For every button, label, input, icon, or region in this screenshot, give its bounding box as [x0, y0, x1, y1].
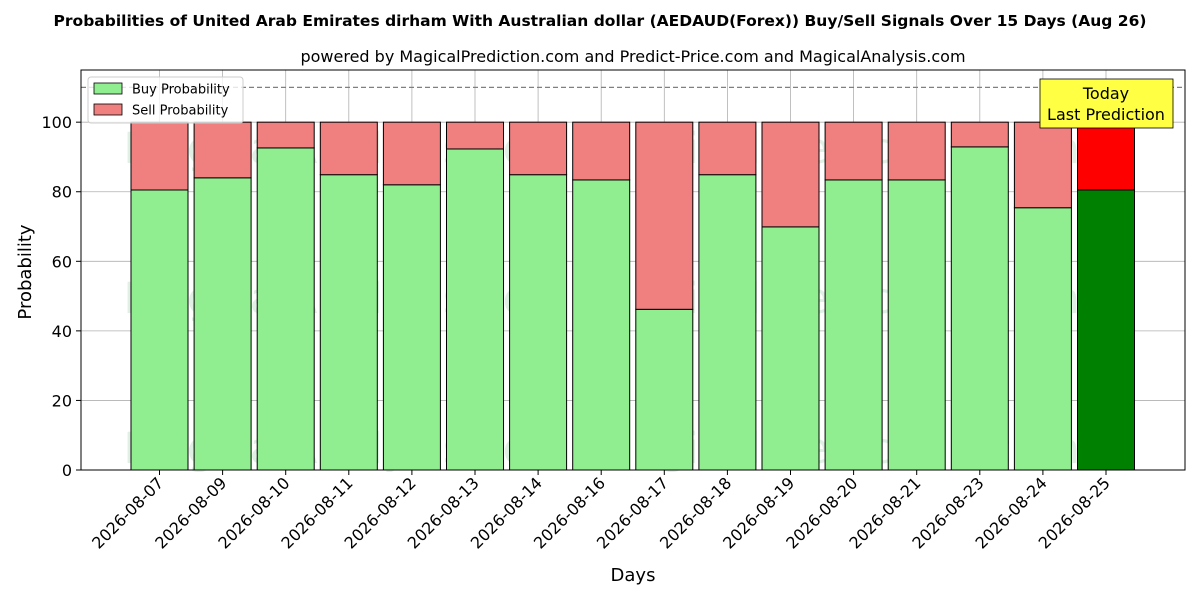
buy-bar: [572, 179, 631, 471]
sell-bar: [509, 121, 568, 176]
sell-bar: [950, 121, 1009, 148]
sell-bar: [382, 121, 441, 186]
sell-bar: [319, 121, 378, 176]
sell-bar: [256, 121, 315, 149]
today-annotation: Today Last Prediction: [1039, 78, 1174, 129]
sell-bar: [635, 121, 694, 310]
annotation-line-1: Today: [1082, 84, 1129, 103]
buy-bar: [382, 184, 441, 471]
sell-bar: [761, 121, 820, 228]
chart-title: Probabilities of United Arab Emirates di…: [54, 12, 1147, 30]
buy-bar: [1077, 189, 1135, 471]
buy-bar: [761, 226, 820, 471]
sell-bar: [698, 121, 757, 176]
plot-frame: [80, 69, 1186, 471]
buy-bar: [950, 146, 1009, 471]
sell-bar: [193, 121, 252, 179]
legend: Buy Probability Sell Probability: [87, 76, 244, 124]
buy-bar: [130, 189, 189, 471]
y-tick-label: 100: [41, 113, 72, 132]
x-axis-label: Days: [611, 565, 656, 586]
sell-bar: [824, 121, 883, 181]
buy-bar: [698, 174, 757, 471]
sell-bar: [1013, 121, 1072, 209]
y-tick-label: 80: [52, 183, 72, 202]
annotation-line-2: Last Prediction: [1047, 105, 1165, 124]
legend-label-sell: Sell Probability: [132, 104, 229, 119]
buy-bar: [193, 177, 252, 471]
buy-bar: [446, 148, 504, 471]
buy-bar: [256, 147, 315, 471]
legend-swatch-sell: [93, 103, 123, 116]
bars: [130, 121, 1135, 471]
y-axis-label: Probability: [15, 224, 36, 319]
buy-bar: [887, 179, 946, 471]
sell-bar: [887, 121, 946, 181]
buy-bar: [824, 179, 883, 471]
y-tick-label: 60: [52, 252, 72, 271]
sell-bar: [130, 121, 189, 191]
legend-label-buy: Buy Probability: [132, 83, 230, 98]
legend-swatch-buy: [93, 82, 123, 95]
chart-subtitle: powered by MagicalPrediction.com and Pre…: [300, 47, 965, 66]
sell-bar: [572, 121, 631, 181]
buy-bar: [509, 174, 568, 471]
buy-bar: [635, 308, 694, 471]
sell-bar: [446, 121, 504, 150]
annotation-box: [1039, 78, 1174, 129]
buy-bar: [319, 174, 378, 471]
y-tick-label: 0: [62, 461, 72, 480]
buy-bar: [1013, 207, 1072, 471]
y-tick-label: 40: [52, 322, 72, 341]
sell-bar: [1077, 121, 1135, 191]
legend-box: [87, 76, 244, 124]
y-tick-label: 20: [52, 391, 72, 410]
